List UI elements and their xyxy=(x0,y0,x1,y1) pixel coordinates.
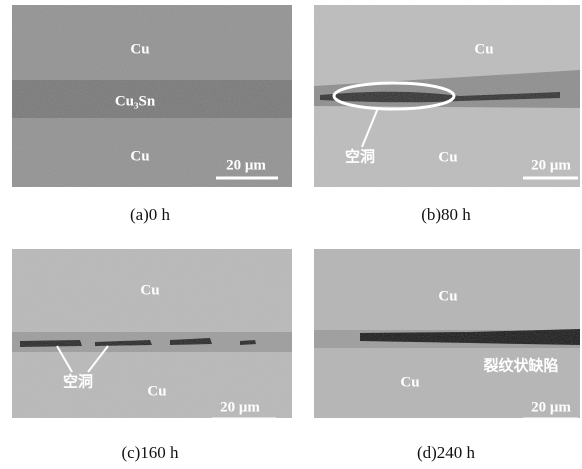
phase-label: Cu xyxy=(474,41,493,57)
panel-c: Cu 空洞 Cu 20 μm xyxy=(12,249,292,419)
panel-b: Cu 空洞 Cu 20 μm xyxy=(314,5,580,187)
scale-bar-label: 20 μm xyxy=(531,157,571,173)
scale-bar-label: 20 μm xyxy=(220,399,260,415)
caption: (c)160 h xyxy=(121,443,179,462)
figure: Cu Cu₃Sn Cu 20 μm (a)0 h Cu 空洞 Cu 20 μm … xyxy=(0,0,582,469)
phase-label: Cu xyxy=(438,149,457,165)
void-label: 空洞 xyxy=(345,147,375,165)
phase-label: Cu xyxy=(400,374,419,390)
phase-label: Cu xyxy=(130,41,149,57)
phase-label: Cu xyxy=(130,148,149,164)
phase-label: Cu xyxy=(147,383,166,399)
phase-label: Cu xyxy=(140,282,159,298)
scale-bar-label: 20 μm xyxy=(226,157,266,173)
void-label: 空洞 xyxy=(63,372,93,390)
caption: (b)80 h xyxy=(421,205,471,224)
phase-label: Cu xyxy=(438,288,457,304)
caption: (d)240 h xyxy=(417,443,476,462)
caption: (a)0 h xyxy=(130,205,171,224)
texture xyxy=(314,249,580,418)
defect-label: 裂纹状缺陷 xyxy=(482,356,558,374)
scale-bar-label: 20 μm xyxy=(531,399,571,415)
phase-label: Cu₃Sn xyxy=(115,93,156,109)
panel-d: Cu 裂纹状缺陷 Cu 20 μm xyxy=(314,249,580,419)
panel-a: Cu Cu₃Sn Cu 20 μm xyxy=(12,5,292,187)
